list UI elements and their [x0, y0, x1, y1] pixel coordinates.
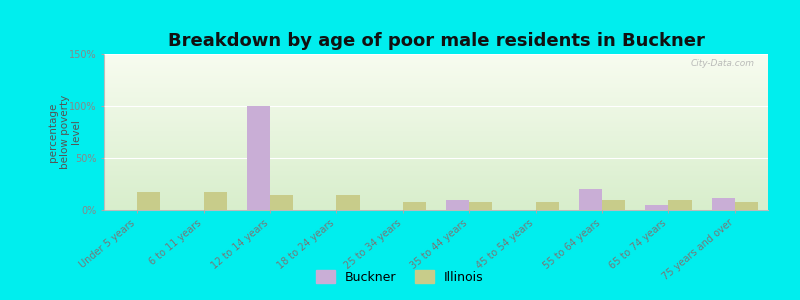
Title: Breakdown by age of poor male residents in Buckner: Breakdown by age of poor male residents … [167, 32, 705, 50]
Bar [469, 202, 493, 210]
Bar [669, 200, 692, 210]
Bar [734, 202, 758, 210]
Bar [711, 197, 734, 210]
Bar [246, 106, 270, 210]
Bar [336, 195, 360, 210]
Bar [203, 192, 227, 210]
Legend: Buckner, Illinois: Buckner, Illinois [313, 267, 487, 288]
Bar [446, 200, 469, 210]
Bar [138, 192, 161, 210]
Bar [536, 202, 559, 210]
Bar [602, 200, 626, 210]
Bar [645, 205, 669, 210]
Bar [578, 189, 602, 210]
Bar [270, 195, 294, 210]
Text: City-Data.com: City-Data.com [690, 59, 754, 68]
Y-axis label: percentage
below poverty
level: percentage below poverty level [48, 95, 81, 169]
Bar [403, 202, 426, 210]
